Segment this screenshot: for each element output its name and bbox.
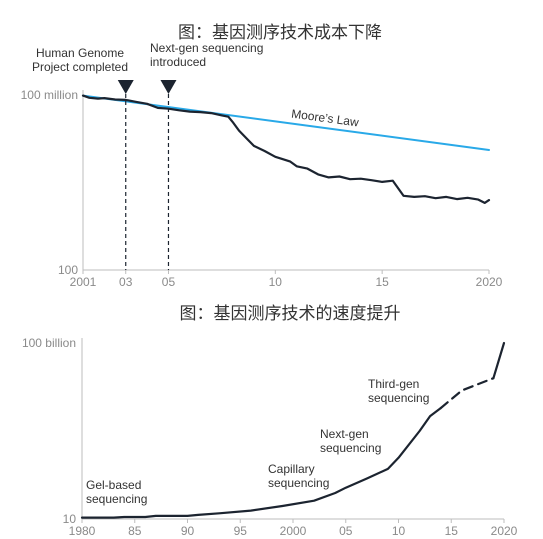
x-tick-label: 05 (339, 524, 353, 538)
chart-cost: 图：基因测序技术成本下降 100 100 million 2001 03 05 10 15 2… (21, 23, 503, 289)
x-tick-label: 2020 (476, 275, 503, 289)
x-tick-label: 2001 (70, 275, 97, 289)
chart-speed-title: 图：基因测序技术的速度提升 (180, 304, 401, 324)
series-line-1 (439, 377, 495, 410)
annotation-marker (160, 80, 177, 94)
y-tick-label: 100 million (21, 88, 78, 102)
annotation-line: Gel-based (86, 478, 141, 492)
series-line-1 (81, 94, 491, 204)
x-tick-label: 1980 (69, 524, 96, 538)
series-line-0 (80, 407, 442, 519)
x-tick-label: 03 (119, 275, 133, 289)
x-tick-label: 2000 (280, 524, 307, 538)
annotation-label: Third-gen sequencing (368, 377, 429, 405)
annotation-line: Project completed (32, 60, 128, 74)
x-tick-label: 10 (392, 524, 406, 538)
y-tick-label: 10 (63, 512, 77, 526)
annotation-line: sequencing (368, 391, 429, 405)
annotation-label: Next-gen sequencing introduced (150, 41, 263, 69)
annotation-line: sequencing (86, 492, 147, 506)
annotation-line: Capillary (268, 462, 315, 476)
annotation-marker (117, 80, 134, 94)
annotation-label: Gel-based sequencing (86, 478, 147, 506)
x-tick-label: 95 (234, 524, 248, 538)
x-tick-label: 2020 (491, 524, 518, 538)
series-line-2 (492, 341, 506, 380)
x-tick-label: 10 (269, 275, 283, 289)
annotation-line: Third-gen (368, 377, 419, 391)
annotation-label: Capillary sequencing (268, 462, 329, 490)
annotation-line: Human Genome (36, 46, 124, 60)
x-tick-label: 15 (375, 275, 389, 289)
x-tick-label: 05 (162, 275, 176, 289)
chart-speed: 图：基因测序技术的速度提升 10 100 billion 1980 85 90 95 200… (22, 304, 518, 538)
annotation-label: Human Genome Project completed (32, 46, 128, 74)
y-tick-label: 100 (58, 263, 78, 277)
annotation-label: Next-gen sequencing (320, 427, 381, 455)
x-tick-label: 15 (445, 524, 459, 538)
chart-cost-title: 图：基因测序技术成本下降 (178, 23, 382, 43)
x-tick-label: 90 (181, 524, 195, 538)
series-label-moores-law: Moore’s Law (290, 107, 359, 130)
annotation-line: introduced (150, 55, 206, 69)
annotation-line: sequencing (268, 476, 329, 490)
annotation-line: Next-gen sequencing (150, 41, 263, 55)
annotation-line: Next-gen (320, 427, 369, 441)
y-tick-label: 100 billion (22, 336, 76, 350)
annotation-line: sequencing (320, 441, 381, 455)
x-tick-label: 85 (128, 524, 142, 538)
